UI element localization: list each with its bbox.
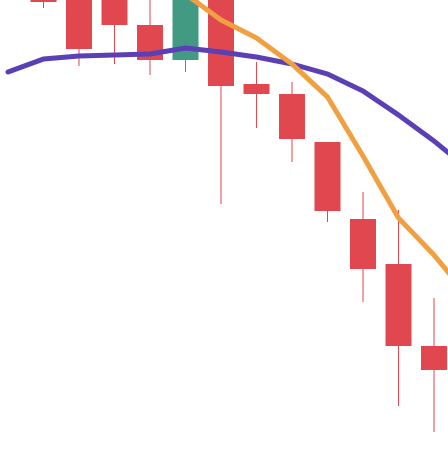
candle-body-1 — [30, 0, 57, 2]
candles-group — [30, 0, 447, 432]
line-series-1 — [5, 45, 448, 156]
candle-body-11 — [385, 264, 412, 346]
candle-body-12 — [421, 346, 447, 370]
candle-body-3 — [101, 0, 128, 25]
candle-body-9 — [314, 142, 341, 211]
candle-body-7 — [243, 84, 270, 94]
candle-body-2 — [66, 0, 92, 49]
candle-body-8 — [279, 94, 305, 139]
line-series-2 — [189, 0, 448, 276]
candle-body-10 — [350, 219, 376, 269]
lines-group — [5, 0, 448, 276]
